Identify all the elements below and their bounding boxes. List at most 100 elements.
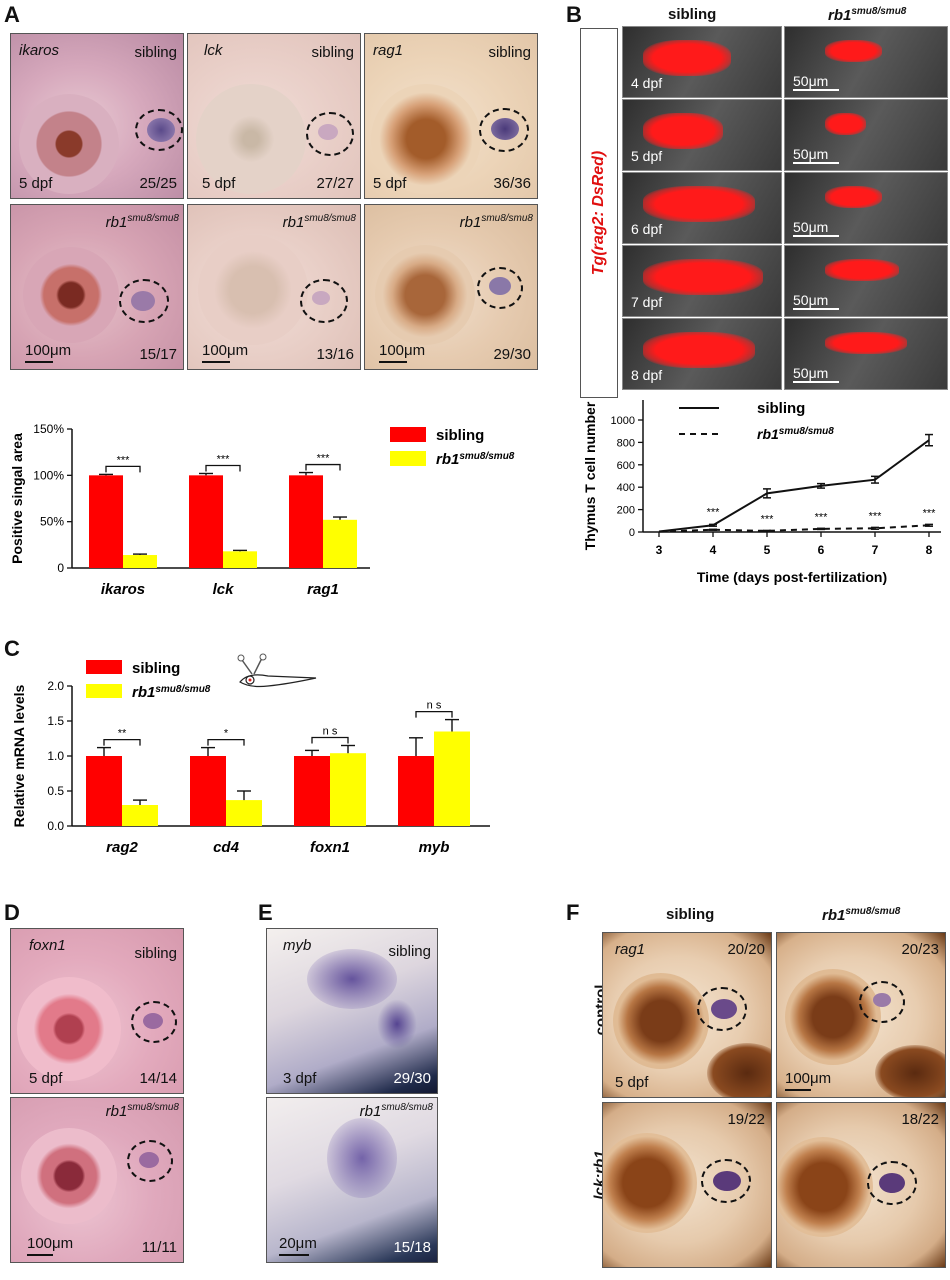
bar-ikaros-mutant [123, 555, 157, 568]
fluorescence-sibling-8dpf: 8 dpf [622, 318, 782, 390]
scale-bar [793, 235, 839, 237]
yolk [707, 1043, 771, 1097]
y-tick-label: 100% [33, 468, 64, 482]
bar-lck-mutant [223, 551, 257, 568]
group-label: sibling [134, 945, 177, 962]
group-label: sibling [388, 943, 431, 960]
bar-cd4-sibling [190, 756, 226, 826]
legend-label-mutant: rb1smu8/smu8 [132, 684, 211, 701]
myb-stain [307, 949, 397, 1009]
thymus-outline [119, 279, 169, 323]
fluorescence-mutant-4dpf: 50μm [784, 26, 948, 98]
legend-swatch-mutant [390, 451, 426, 466]
thymus-outline [859, 981, 905, 1023]
stage-label: 5 dpf [19, 175, 53, 192]
scale-label: 100μm [27, 1235, 74, 1252]
y-tick-label: 0.5 [47, 784, 64, 798]
bar-myb-sibling [398, 756, 434, 826]
micrograph-lck-sibling: lck sibling 5 dpf 27/27 [187, 33, 361, 199]
x-category-label: rag1 [307, 581, 339, 598]
stage-label: 5 dpf [615, 1074, 649, 1091]
significance-bracket [415, 710, 453, 718]
stage-label: 3 dpf [283, 1070, 317, 1087]
dsred-signal [825, 331, 907, 354]
micrograph-f-lck-sibling: 19/22 [602, 1102, 772, 1268]
scale-label: 20μm [279, 1235, 317, 1252]
micrograph-rag1-mutant: rb1smu8/smu8 100μm 29/30 [364, 204, 538, 370]
y-tick-label: 1.5 [47, 714, 64, 728]
group-label: sibling [134, 44, 177, 61]
col-header-sibling: sibling [668, 6, 717, 23]
thymus-outline [479, 108, 529, 152]
stage-label: 5 dpf [202, 175, 236, 192]
bar-foxn1-mutant [330, 753, 366, 826]
y-tick-label: 1000 [611, 415, 635, 427]
significance-bracket [105, 465, 141, 473]
dsred-signal [643, 112, 723, 149]
gene-label: ikaros [19, 42, 60, 59]
x-tick-label: 6 [818, 543, 825, 557]
significance-bracket [205, 464, 241, 472]
x-tick-label: 7 [872, 543, 879, 557]
gene-label: myb [283, 937, 312, 954]
stage-label: 5 dpf [373, 175, 407, 192]
x-category-label: lck [213, 581, 235, 598]
y-tick-label: 0 [629, 527, 635, 539]
stage-label: 7 dpf [631, 294, 663, 310]
scale-label: 100μm [25, 342, 72, 359]
legend-label-mutant-sup: smu8/smu8 [459, 451, 514, 462]
x-category-label: ikaros [101, 581, 145, 598]
x-tick-label: 5 [764, 543, 771, 557]
significance-bracket [305, 463, 341, 471]
fluorescence-sibling-7dpf: 7 dpf [622, 245, 782, 317]
count-label: 15/18 [393, 1239, 431, 1256]
col-header-mutant: rb1smu8/smu8 [822, 906, 901, 924]
dsred-signal [643, 258, 763, 295]
legend-label-sibling: sibling [757, 400, 805, 417]
thymus-outline [135, 109, 183, 151]
dsred-signal [643, 331, 755, 368]
micrograph-myb-mutant: rb1smu8/smu8 20μm 15/18 [266, 1097, 438, 1263]
count-label: 15/17 [139, 346, 177, 363]
legend-swatch-sibling [86, 660, 122, 674]
micrograph-foxn1-mutant: rb1smu8/smu8 100μm 11/11 [10, 1097, 184, 1263]
scale-label: 50μm [793, 219, 829, 235]
scale-bar [279, 1254, 309, 1256]
legend-label-sibling: sibling [436, 427, 484, 444]
micrograph-myb-sibling: myb sibling 3 dpf 29/30 [266, 928, 438, 1094]
y-tick-label: 1.0 [47, 749, 64, 763]
count-label: 29/30 [493, 346, 531, 363]
group-label: rb1smu8/smu8 [459, 213, 533, 231]
fluorescence-sibling-5dpf: 5 dpf [622, 99, 782, 171]
micrograph-f-control-mutant: 20/23 100μm [776, 932, 946, 1098]
group-label: rb1smu8/smu8 [105, 1102, 179, 1120]
x-category-label: foxn1 [310, 839, 350, 856]
scale-bar [793, 381, 839, 383]
series-line-sibling [658, 439, 930, 533]
stage-label: 8 dpf [631, 367, 663, 383]
bar-rag1-mutant [323, 519, 357, 568]
myb-stain [377, 999, 417, 1049]
count-label: 13/16 [316, 346, 354, 363]
legend-label-mutant-sup: smu8/smu8 [155, 684, 210, 695]
bar-myb-mutant [434, 731, 470, 826]
count-label: 20/20 [727, 941, 765, 958]
stage-label: 4 dpf [631, 75, 663, 91]
panel-label-f: F [566, 900, 580, 925]
yolk [875, 1045, 945, 1097]
scale-bar [202, 361, 230, 363]
panel-label-c: C [4, 636, 20, 661]
dsred-signal [643, 185, 755, 222]
fluorescence-sibling-6dpf: 6 dpf [622, 172, 782, 244]
y-tick-label: 2.0 [47, 679, 64, 693]
eye-image [375, 245, 475, 345]
eye-image [371, 84, 481, 194]
scale-bar [793, 89, 839, 91]
x-axis-label: Time (days post-fertilization) [697, 569, 887, 585]
y-tick-label: 800 [617, 437, 635, 449]
count-label: 27/27 [316, 175, 354, 192]
legend-label-mutant: rb1smu8/smu8 [757, 426, 834, 442]
group-label: rb1smu8/smu8 [359, 1102, 433, 1120]
scale-bar [785, 1089, 811, 1091]
micrograph-ikaros-mutant: rb1smu8/smu8 100μm 15/17 [10, 204, 184, 370]
